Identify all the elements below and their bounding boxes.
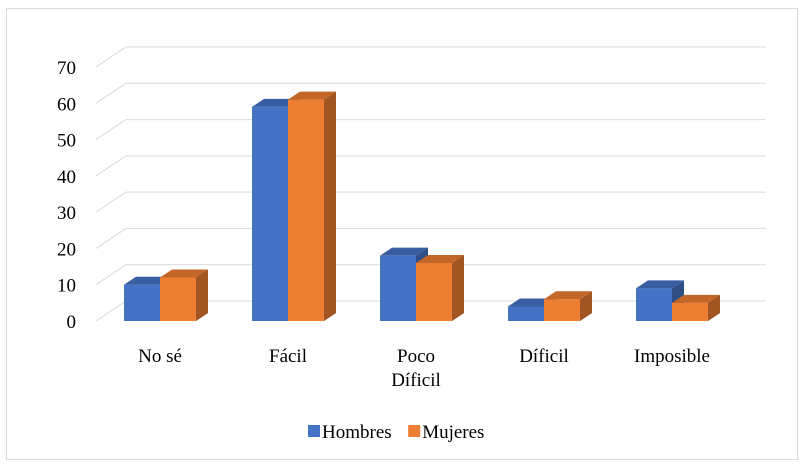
bar-mujeres-top — [672, 294, 720, 303]
bar-hombres — [636, 288, 672, 321]
category-label: Fácil — [269, 346, 307, 367]
category-label-line: Díficil — [391, 370, 441, 391]
category-label-line: Díficil — [519, 346, 569, 367]
category-label: Imposible — [634, 346, 710, 367]
category-label-line: Poco — [397, 346, 435, 367]
bar-mujeres-top — [160, 269, 208, 278]
bar-mujeres-side — [452, 254, 464, 321]
bar-hombres-top — [636, 280, 684, 289]
gridline — [95, 264, 766, 286]
bar-mujeres — [160, 277, 196, 321]
legend-label: Mujeres — [422, 422, 484, 443]
category-label: Díficil — [519, 346, 569, 367]
legend-label: Hombres — [322, 422, 392, 443]
bar-hombres — [252, 106, 288, 322]
gridline — [95, 191, 766, 213]
bar-hombres — [380, 255, 416, 321]
bar-mujeres-top — [544, 291, 592, 300]
bar-mujeres — [544, 299, 580, 321]
bar-mujeres — [288, 99, 324, 322]
bar-hombres-top — [380, 247, 428, 256]
gridline — [95, 227, 766, 249]
gridline — [95, 82, 766, 104]
y-tick-label: 30 — [57, 203, 76, 224]
bar-mujeres-side — [708, 294, 720, 321]
y-tick-label: 70 — [57, 58, 76, 79]
category-label: Poco Díficil — [391, 346, 441, 391]
y-tick-label: 10 — [57, 276, 76, 297]
y-tick-label: 50 — [57, 131, 76, 152]
bar-mujeres — [416, 262, 452, 321]
bar-hombres — [508, 306, 544, 321]
y-tick-label: 20 — [57, 239, 76, 260]
bar-mujeres — [672, 302, 708, 321]
y-tick-label: 40 — [57, 167, 76, 188]
category-label-line: No sé — [138, 346, 182, 367]
gridline — [95, 155, 766, 177]
gridline — [95, 46, 766, 68]
category-label-line: Fácil — [269, 346, 307, 367]
category-label-line: Imposible — [634, 346, 710, 367]
bar-mujeres-side — [196, 269, 208, 321]
bar-mujeres-top — [288, 91, 336, 100]
gridline — [95, 119, 766, 140]
legend-swatch — [408, 425, 421, 437]
bar-hombres — [124, 284, 160, 321]
category-label: No sé — [138, 346, 182, 367]
legend-swatch — [308, 425, 320, 437]
y-tick-label: 0 — [67, 312, 77, 333]
y-tick-label: 60 — [57, 94, 76, 115]
bar-mujeres-side — [580, 291, 592, 321]
bar-mujeres-side — [324, 91, 336, 322]
bar-mujeres-top — [416, 254, 464, 263]
